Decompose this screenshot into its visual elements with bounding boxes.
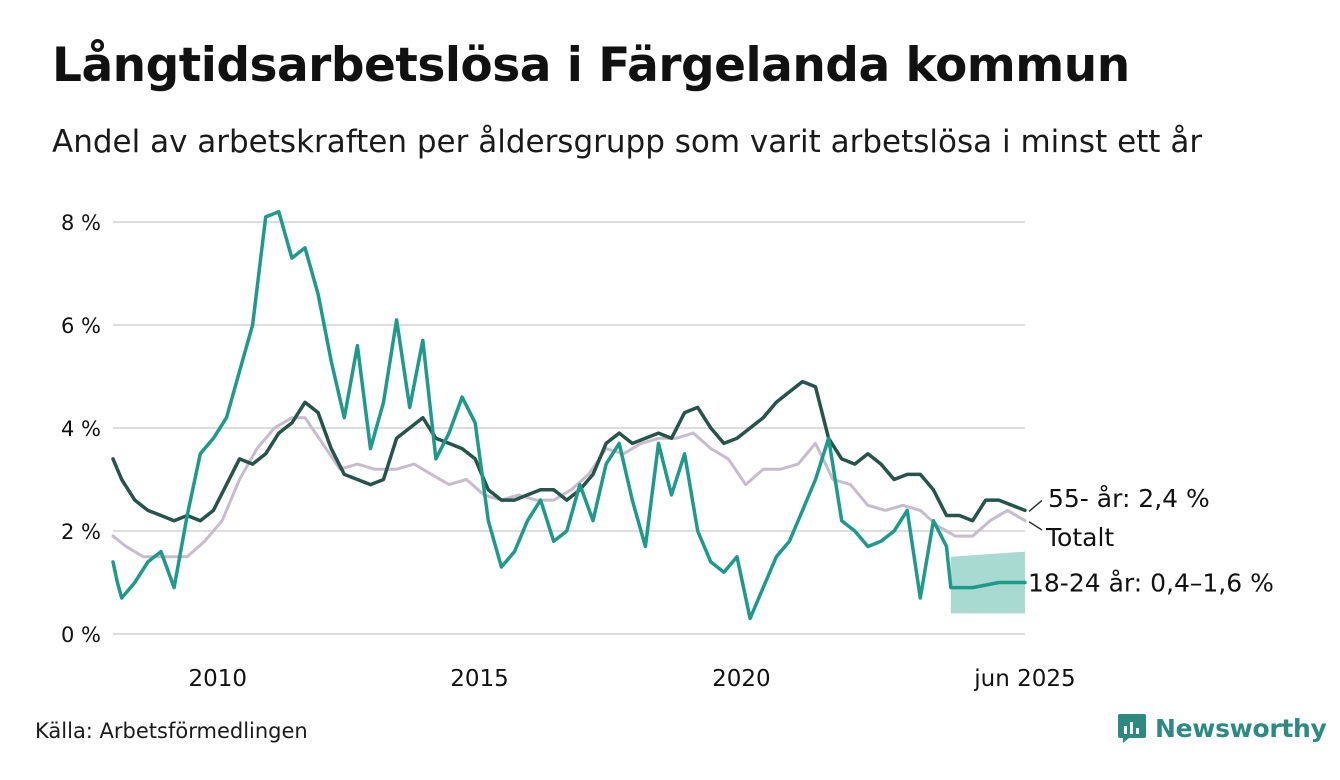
brand-logo[interactable]: Newsworthy	[1117, 712, 1327, 744]
y-tick-label: 8 %	[61, 211, 101, 235]
y-tick-label: 2 %	[61, 520, 101, 544]
label-18-24: 18-24 år: 0,4–1,6 %	[1028, 569, 1274, 598]
x-tick-label: 2020	[712, 666, 771, 692]
total-line	[111, 416, 1027, 559]
line-chart: 0 % 2 % 4 % 6 % 8 % 2010 2015 2020 jun 2025 55-…	[61, 209, 1274, 692]
chart-title: Långtidsarbetslösa i Färgelanda kommun	[52, 38, 1130, 93]
y-axis-ticks: 0 % 2 % 4 % 6 % 8 %	[61, 211, 101, 647]
y-tick-label: 4 %	[61, 417, 101, 441]
series-labels: 55- år: 2,4 % Totalt 18-24 år: 0,4–1,6 %	[1028, 484, 1274, 598]
label-55: 55- år: 2,4 %	[1048, 484, 1210, 513]
newsworthy-icon	[1118, 714, 1146, 743]
x-tick-label: 2015	[450, 666, 509, 692]
brand-name: Newsworthy	[1155, 713, 1327, 743]
chart-subtitle: Andel av arbetskraften per åldersgrupp s…	[52, 124, 1203, 160]
y-tick-label: 0 %	[61, 623, 101, 647]
age_18_24-line	[111, 209, 1027, 621]
age_55-line	[111, 379, 1027, 523]
label-total: Totalt	[1045, 523, 1114, 552]
leader-55	[1028, 499, 1043, 512]
age_18_24-band	[950, 551, 1025, 614]
x-tick-label: 2010	[188, 666, 247, 692]
y-tick-label: 6 %	[61, 314, 101, 338]
grid-lines	[113, 221, 1025, 635]
x-axis-ticks: 2010 2015 2020 jun 2025	[188, 666, 1075, 692]
x-tick-label: jun 2025	[973, 666, 1075, 692]
series-lines	[111, 209, 1027, 621]
leader-total	[1028, 521, 1043, 531]
uncertainty-bands	[950, 551, 1025, 614]
source-note: Källa: Arbetsförmedlingen	[35, 719, 308, 743]
